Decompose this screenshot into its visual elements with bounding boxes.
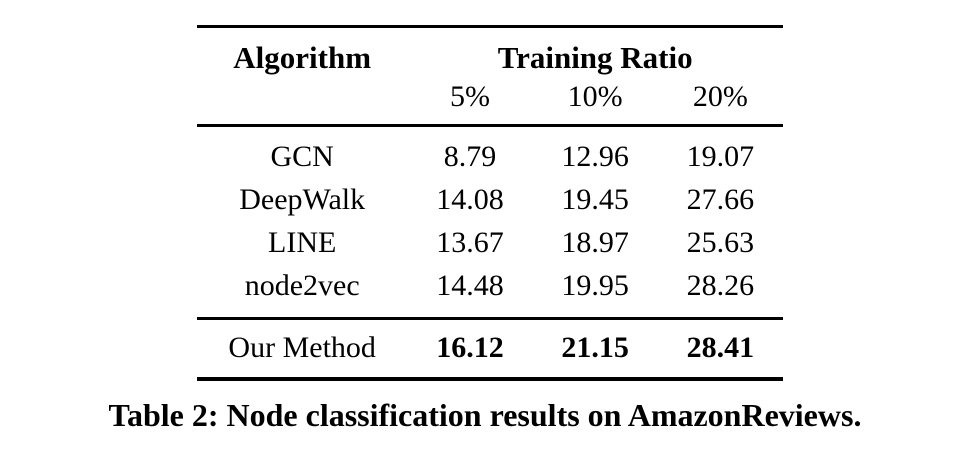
cell-value: 19.45 <box>561 183 629 216</box>
table-header: Algorithm Training Ratio 5% 10% 20% <box>197 27 783 126</box>
cell-value: 14.08 <box>436 183 504 216</box>
table-caption: Table 2: Node classification results on … <box>108 397 862 433</box>
cell-value-bold: 21.15 <box>561 331 629 364</box>
algorithm-name: DeepWalk <box>239 183 366 216</box>
algorithm-name: node2vec <box>244 269 360 302</box>
header-row-ratios: 5% 10% 20% <box>197 79 783 126</box>
cell-value-bold: 16.12 <box>436 331 504 364</box>
cell-value: 12.96 <box>561 140 629 173</box>
header-row-group: Algorithm Training Ratio <box>197 27 783 80</box>
results-table: Algorithm Training Ratio 5% 10% 20% GCN … <box>197 25 783 381</box>
table-row-our-method: Our Method 16.12 21.15 28.41 <box>197 319 783 380</box>
cell-value: 14.48 <box>436 269 504 302</box>
column-header-5pct: 5% <box>449 80 490 113</box>
table-row-node2vec: node2vec 14.48 19.95 28.26 <box>197 264 783 319</box>
cell-value: 25.63 <box>686 226 755 259</box>
cell-value-bold: 28.41 <box>686 331 755 364</box>
column-header-empty <box>197 79 407 126</box>
cell-value: 13.67 <box>436 226 504 259</box>
column-header-algorithm: Algorithm <box>233 40 372 75</box>
table-row-deepwalk: DeepWalk 14.08 19.45 27.66 <box>197 178 783 221</box>
cell-value: 28.26 <box>686 269 755 302</box>
cell-value: 19.07 <box>686 140 755 173</box>
column-header-10pct: 10% <box>567 80 623 113</box>
cell-value: 8.79 <box>443 140 497 173</box>
table-body: GCN 8.79 12.96 19.07 DeepWalk 14.08 19.4… <box>197 126 783 319</box>
column-header-20pct: 20% <box>692 80 748 113</box>
algorithm-name: GCN <box>270 140 334 173</box>
cell-value: 27.66 <box>686 183 755 216</box>
algorithm-name: LINE <box>268 226 337 259</box>
table-row-line: LINE 13.67 18.97 25.63 <box>197 221 783 264</box>
column-group-training-ratio: Training Ratio <box>497 40 693 75</box>
table-highlight-section: Our Method 16.12 21.15 28.41 <box>197 319 783 380</box>
cell-value: 19.95 <box>561 269 629 302</box>
cell-value: 18.97 <box>561 226 629 259</box>
table-row-gcn: GCN 8.79 12.96 19.07 <box>197 126 783 179</box>
algorithm-name: Our Method <box>228 331 376 364</box>
